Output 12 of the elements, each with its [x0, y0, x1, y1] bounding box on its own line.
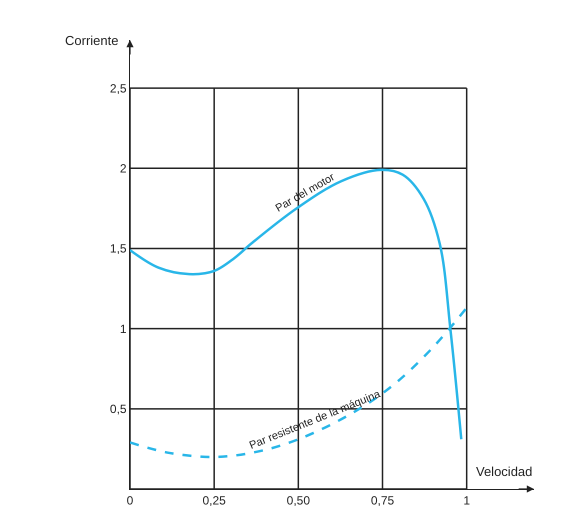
x-tick-label: 1: [463, 493, 470, 508]
y-tick-label: 0,5: [110, 402, 127, 416]
y-tick-label: 2: [120, 161, 127, 176]
x-tick-label: 0,75: [370, 493, 394, 508]
y-tick-label: 1,5: [110, 242, 127, 256]
y-tick-label: 2,5: [110, 81, 127, 96]
x-tick-label: 0: [126, 493, 134, 508]
y-axis-title: Corriente: [65, 33, 118, 48]
x-tick-label: 0,25: [202, 493, 226, 508]
x-tick-label: 0,50: [286, 493, 310, 508]
y-tick-label: 1: [120, 322, 127, 336]
x-axis-title: Velocidad: [476, 464, 532, 479]
